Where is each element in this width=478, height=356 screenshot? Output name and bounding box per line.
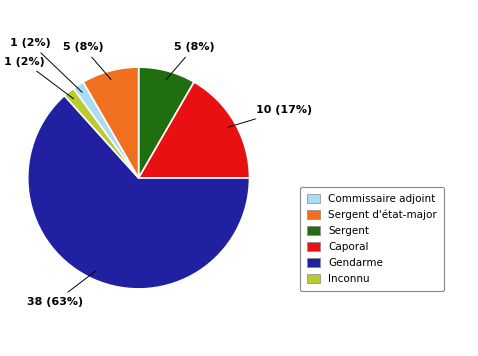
Text: 10 (17%): 10 (17%) xyxy=(228,105,312,127)
Wedge shape xyxy=(28,96,250,289)
Wedge shape xyxy=(65,88,139,178)
Text: 5 (8%): 5 (8%) xyxy=(63,42,111,79)
Wedge shape xyxy=(139,67,194,178)
Wedge shape xyxy=(139,82,250,178)
Wedge shape xyxy=(74,82,139,178)
Text: 1 (2%): 1 (2%) xyxy=(4,57,74,99)
Legend: Commissaire adjoint, Sergent d'état-major, Sergent, Caporal, Gendarme, Inconnu: Commissaire adjoint, Sergent d'état-majo… xyxy=(300,187,444,292)
Text: 1 (2%): 1 (2%) xyxy=(11,38,82,92)
Wedge shape xyxy=(83,67,139,178)
Text: 38 (63%): 38 (63%) xyxy=(27,271,96,307)
Text: 5 (8%): 5 (8%) xyxy=(166,42,214,79)
